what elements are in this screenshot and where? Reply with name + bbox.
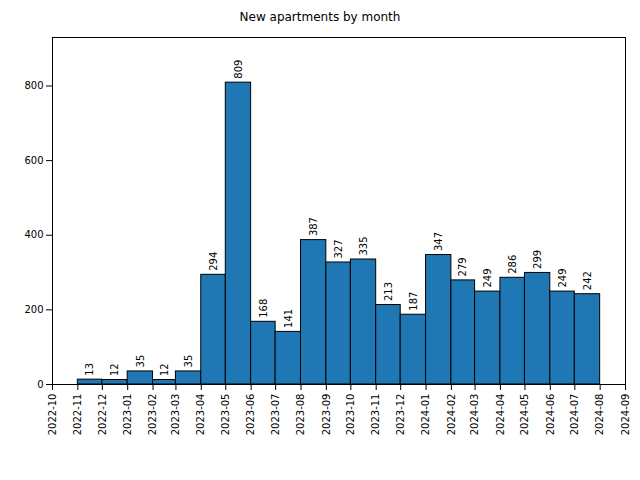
svg-text:249: 249 xyxy=(557,268,568,287)
svg-text:187: 187 xyxy=(408,292,419,311)
svg-text:249: 249 xyxy=(482,268,493,287)
svg-text:2024-02: 2024-02 xyxy=(446,394,457,436)
svg-text:800: 800 xyxy=(24,80,43,91)
svg-text:809: 809 xyxy=(233,60,244,79)
svg-text:2023-04: 2023-04 xyxy=(195,394,206,436)
svg-text:2024-03: 2024-03 xyxy=(469,394,480,436)
svg-text:327: 327 xyxy=(333,239,344,258)
svg-text:12: 12 xyxy=(109,363,120,376)
svg-text:2024-08: 2024-08 xyxy=(594,394,605,436)
svg-text:168: 168 xyxy=(258,299,269,318)
svg-text:0: 0 xyxy=(37,379,43,390)
svg-text:2024-04: 2024-04 xyxy=(495,394,506,436)
svg-text:2022-11: 2022-11 xyxy=(72,394,83,436)
svg-text:2024-06: 2024-06 xyxy=(544,394,555,436)
svg-text:2023-12: 2023-12 xyxy=(395,394,406,436)
svg-text:294: 294 xyxy=(208,252,219,271)
html-text:New apartments by month: New apartments by month xyxy=(239,10,401,24)
svg-text:335: 335 xyxy=(358,236,369,255)
svg-text:2023-01: 2023-01 xyxy=(122,394,133,436)
svg-text:347: 347 xyxy=(433,232,444,251)
svg-text:12: 12 xyxy=(159,363,170,376)
svg-text:2024-05: 2024-05 xyxy=(519,394,530,436)
svg-text:200: 200 xyxy=(24,304,43,315)
svg-text:2023-09: 2023-09 xyxy=(321,394,332,436)
svg-text:387: 387 xyxy=(308,217,319,236)
svg-text:279: 279 xyxy=(457,257,468,276)
svg-text:600: 600 xyxy=(24,155,43,166)
svg-text:242: 242 xyxy=(582,271,593,290)
svg-text:2024-07: 2024-07 xyxy=(569,394,580,436)
svg-text:400: 400 xyxy=(24,229,43,240)
svg-text:2023-06: 2023-06 xyxy=(245,394,256,436)
svg-text:299: 299 xyxy=(532,250,543,269)
svg-text:213: 213 xyxy=(383,282,394,301)
svg-text:2024-01: 2024-01 xyxy=(420,394,431,436)
svg-text:141: 141 xyxy=(283,309,294,328)
svg-text:35: 35 xyxy=(183,355,194,368)
svg-text:13: 13 xyxy=(84,363,95,376)
svg-text:2023-08: 2023-08 xyxy=(295,394,306,436)
svg-text:2023-11: 2023-11 xyxy=(370,394,381,436)
svg-text:2023-02: 2023-02 xyxy=(147,394,158,436)
svg-text:2023-10: 2023-10 xyxy=(345,394,356,436)
svg-text:286: 286 xyxy=(507,255,518,274)
svg-text:2023-07: 2023-07 xyxy=(270,394,281,436)
svg-text:2022-12: 2022-12 xyxy=(97,394,108,436)
svg-text:2023-05: 2023-05 xyxy=(220,394,231,436)
svg-text:2023-03: 2023-03 xyxy=(170,394,181,436)
svg-text:2022-10: 2022-10 xyxy=(47,394,58,436)
svg-text:2024-09: 2024-09 xyxy=(620,394,631,436)
svg-text:35: 35 xyxy=(135,355,146,368)
